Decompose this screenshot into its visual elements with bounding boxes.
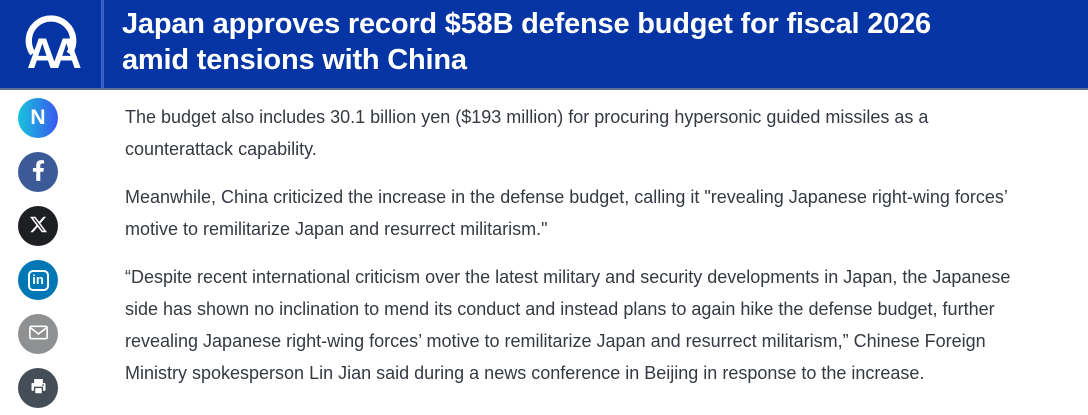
share-linkedin-button[interactable]: in: [18, 260, 58, 300]
share-facebook-button[interactable]: [18, 152, 58, 192]
paragraph: The budget also includes 30.1 billion ye…: [125, 107, 929, 159]
paragraph: “Despite recent international criticism …: [125, 267, 1011, 383]
share-toolbar: N in: [0, 90, 125, 415]
share-x-button[interactable]: [18, 206, 58, 246]
printer-icon: [28, 376, 49, 400]
facebook-icon: [32, 160, 45, 184]
article-body: The budget also includes 30.1 billion ye…: [125, 90, 1035, 415]
article-title: Japan approves record $58B defense budge…: [122, 8, 931, 76]
article-header: AA Japan approves record $58B defense bu…: [0, 0, 1088, 90]
linkedin-icon: in: [27, 269, 49, 291]
aa-logo-text: AA: [27, 30, 81, 72]
share-email-button[interactable]: [18, 314, 58, 354]
share-nsosyal-button[interactable]: N: [18, 98, 58, 138]
envelope-icon: [27, 321, 50, 347]
article-content: N in: [0, 90, 1088, 415]
nsosyal-icon: N: [30, 106, 46, 129]
aa-logo-icon: AA: [18, 12, 87, 78]
x-twitter-icon: [29, 215, 48, 237]
share-print-button[interactable]: [18, 368, 58, 408]
paragraph: Meanwhile, China criticized the increase…: [125, 187, 1008, 239]
agency-logo[interactable]: AA: [0, 0, 104, 88]
